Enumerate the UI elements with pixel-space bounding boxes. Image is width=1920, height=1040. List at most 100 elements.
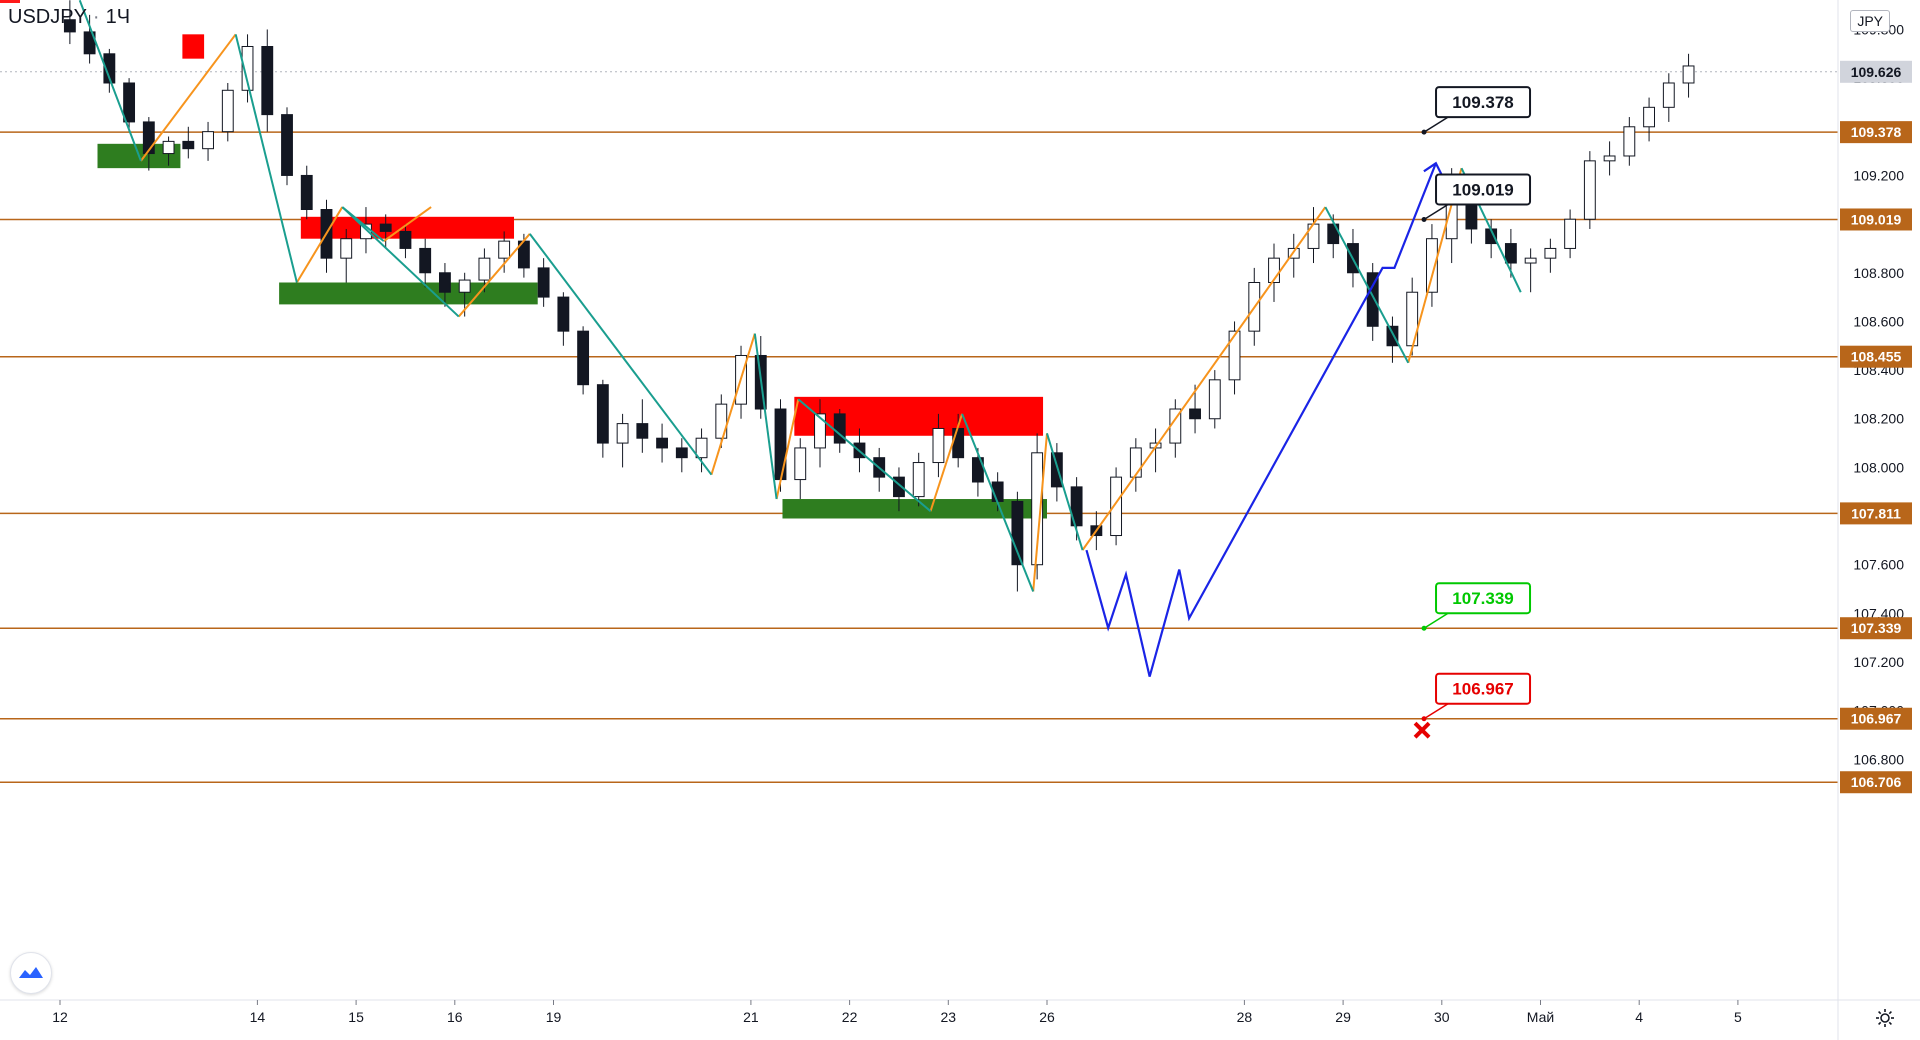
candle-body	[162, 140, 175, 155]
callout-anchor	[1421, 129, 1427, 135]
candle-body	[182, 140, 195, 150]
candle-body	[1366, 272, 1379, 327]
candle-body	[656, 437, 668, 449]
candle-body	[1426, 238, 1438, 293]
candle-body	[478, 257, 491, 281]
projection-path	[1085, 161, 1443, 739]
time-tick-label: 22	[842, 1009, 858, 1025]
candle-body	[912, 462, 925, 498]
callout-label: 106.967	[1452, 680, 1513, 699]
level-axis-label-bg	[1840, 707, 1912, 730]
callout-box	[1435, 86, 1532, 119]
candle-body	[577, 330, 590, 386]
candle-body	[1623, 126, 1636, 157]
wave-down-line	[797, 398, 932, 512]
supply-demand-zones	[97, 34, 1047, 519]
candle-body	[557, 296, 570, 332]
supply-zone	[300, 216, 515, 239]
time-tick-label: 15	[348, 1009, 364, 1025]
price-callout: 107.339	[1421, 582, 1532, 631]
time-tick-label: 16	[447, 1009, 463, 1025]
candle-body	[1208, 379, 1221, 420]
candle-body	[636, 423, 649, 439]
wave-up-line	[1081, 206, 1327, 551]
time-tick-label: 19	[546, 1009, 562, 1025]
candle-body	[1564, 218, 1577, 249]
candle-body	[221, 89, 234, 133]
time-tick-label: Май	[1527, 1009, 1554, 1025]
demand-zone	[782, 499, 1047, 519]
price-callout: 109.378	[1421, 86, 1532, 135]
candle-body	[1386, 325, 1399, 347]
callout-leader	[1423, 116, 1449, 133]
candle-body	[537, 267, 550, 298]
price-tick-label: 108.000	[1853, 459, 1904, 475]
candlesticks	[63, 0, 1695, 592]
time-tick-label: 29	[1335, 1009, 1351, 1025]
wave-up-line	[457, 233, 531, 318]
wave-down-line	[234, 34, 298, 283]
candle-body	[123, 82, 136, 123]
callout-anchor	[1421, 716, 1427, 722]
current-price-label: 109.626	[1851, 64, 1902, 80]
gear-icon[interactable]	[1872, 1005, 1898, 1031]
candle-body	[340, 238, 353, 259]
wave-up-line	[775, 399, 800, 500]
supply-zone	[794, 396, 1044, 436]
candle-body	[1603, 155, 1616, 162]
symbol-name: USDJPY	[8, 6, 87, 28]
time-tick-label: 23	[941, 1009, 957, 1025]
time-tick-label: 5	[1734, 1009, 1742, 1025]
price-callout: 109.019	[1421, 173, 1532, 222]
candle-body	[458, 279, 471, 293]
candle-body	[971, 457, 984, 483]
price-tick-label: 107.600	[1853, 557, 1904, 573]
wave-down-line	[78, 0, 142, 162]
time-tick-label: 12	[52, 1009, 68, 1025]
time-axis[interactable]: 12 14 15 16 19 21 22 23 26 28 29 30 Май 4 5	[52, 1000, 1742, 1025]
candle-body	[1011, 500, 1024, 566]
candle-body	[616, 423, 629, 444]
time-tick-label: 21	[743, 1009, 759, 1025]
level-axis-label-bg	[1840, 617, 1912, 640]
price-callouts: 109.378 109.019 107.339 106.967	[1421, 86, 1532, 722]
level-axis-labels: 109.626 109.378 109.019 108.455 107.811 107.3…	[1840, 60, 1912, 794]
candle-body	[399, 230, 412, 249]
candle-body	[498, 240, 511, 259]
callout-leader	[1423, 203, 1449, 221]
projection-line	[1085, 162, 1437, 677]
wave-up-line	[1032, 433, 1048, 592]
callout-box	[1435, 173, 1532, 206]
time-tick-label: 28	[1237, 1009, 1253, 1025]
candle-body	[675, 447, 688, 459]
wave-up-line	[710, 333, 756, 475]
symbol-legend[interactable]: USDJPY · 1Ч	[8, 6, 130, 29]
candle-body	[794, 447, 807, 481]
demand-zone	[279, 282, 538, 305]
currency-badge[interactable]: JPY	[1850, 10, 1890, 32]
wave-up-line	[383, 206, 432, 242]
candle-body	[1662, 82, 1675, 108]
candle-body	[1583, 160, 1596, 220]
candle-body	[1643, 106, 1655, 128]
candle-body	[63, 19, 76, 33]
price-tick-label: 109.200	[1853, 167, 1904, 183]
level-axis-label: 106.706	[1851, 774, 1902, 790]
interval-label: 1Ч	[105, 6, 131, 28]
wave-down-line	[1324, 206, 1410, 364]
candle-body	[1070, 486, 1083, 527]
time-tick-label: 14	[250, 1009, 266, 1025]
candle-body	[1189, 408, 1201, 420]
wave-up-line	[140, 33, 237, 162]
candle-body	[1110, 476, 1123, 537]
candle-body	[1524, 257, 1537, 264]
wave-up-line	[929, 413, 964, 512]
callout-anchor	[1421, 625, 1427, 631]
separator-dot: ·	[92, 6, 100, 28]
candle-body	[300, 174, 313, 211]
tradingview-logo-icon[interactable]	[10, 952, 52, 994]
wave-down-line	[961, 413, 1035, 592]
candle-body	[715, 403, 728, 439]
level-axis-label: 107.811	[1851, 505, 1901, 521]
